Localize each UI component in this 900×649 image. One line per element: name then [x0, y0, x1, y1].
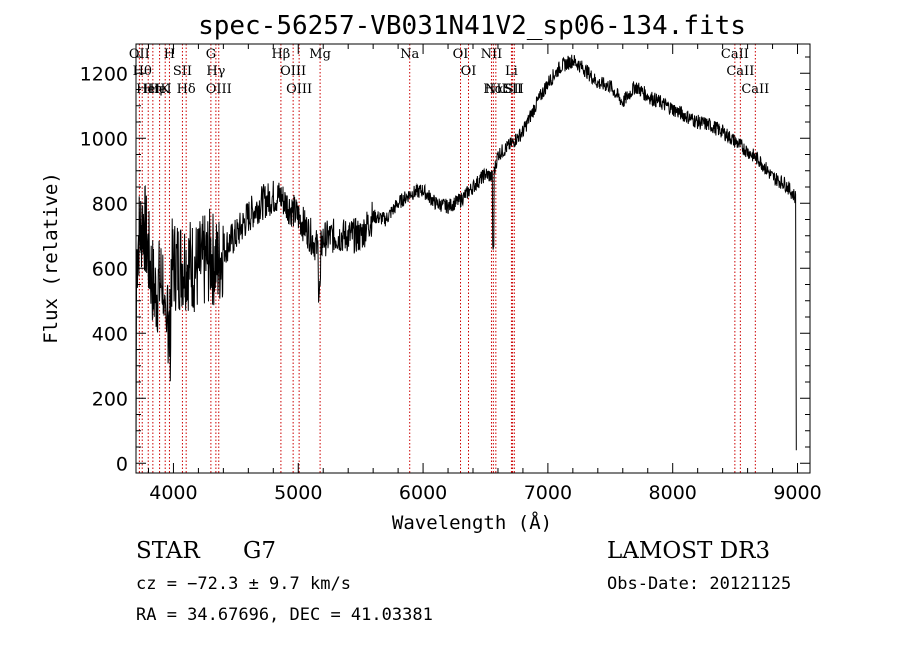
survey-name: LAMOST DR3: [607, 538, 770, 564]
x-tick-label: 7000: [524, 482, 572, 504]
line-marker-label: H: [164, 47, 175, 62]
line-marker-label: Hδ: [177, 82, 196, 97]
line-marker-label: SII: [503, 82, 522, 97]
line-marker-label: Hθ: [133, 64, 152, 79]
line-marker-label: OII: [129, 47, 150, 62]
redshift-velocity: cz = −72.3 ± 9.7 km/s: [136, 574, 351, 594]
x-tick-label: 9000: [773, 482, 821, 504]
x-tick-label: 6000: [399, 482, 447, 504]
line-marker-label: SII: [173, 64, 192, 79]
y-tick-label: 800: [92, 193, 128, 215]
x-tick-label: 5000: [274, 482, 322, 504]
spectrum-series-line: [135, 54, 797, 457]
coordinates: RA = 34.67696, DEC = 41.03381: [136, 605, 433, 625]
line-marker-label: SII: [505, 82, 524, 97]
y-axis-ticks: 0 200 400 600 800 1000 1200: [80, 56, 810, 475]
plot-frame: [135, 43, 811, 474]
line-marker-label: CaII: [721, 47, 749, 62]
line-marker-label: NII: [481, 47, 503, 62]
line-marker-label: OIII: [280, 64, 306, 79]
line-marker-label: NII: [485, 82, 507, 97]
line-marker-label: Li: [505, 64, 518, 79]
line-marker-label: Hα: [483, 82, 503, 97]
line-marker-label: G: [206, 47, 216, 62]
y-tick-label: 0: [116, 453, 128, 475]
emission-line-markers: [138, 44, 756, 473]
x-tick-label: 8000: [649, 482, 697, 504]
line-marker-label: Hγ: [206, 64, 225, 79]
line-marker-label: CaII: [741, 82, 769, 97]
line-marker-label: Hη: [143, 82, 162, 97]
y-tick-label: 600: [92, 258, 128, 280]
x-axis-ticks: 4000 5000 6000 7000 8000 9000: [147, 44, 822, 504]
line-marker-label: HeI: [148, 82, 172, 97]
y-axis-label: Flux (relative): [40, 172, 62, 344]
line-marker-label: K: [160, 82, 170, 97]
line-marker-label: Na: [400, 47, 419, 62]
line-marker-label: OI: [461, 64, 477, 79]
y-tick-label: 1200: [80, 63, 128, 85]
line-marker-label: Mg: [309, 47, 331, 62]
y-tick-label: 1000: [80, 128, 128, 150]
y-tick-label: 400: [92, 323, 128, 345]
line-marker-label: CaII: [726, 64, 754, 79]
line-marker-label: OI: [453, 47, 469, 62]
object-class: STAR: [136, 538, 200, 564]
line-marker-label: Hβ: [271, 47, 290, 62]
spectral-subclass: G7: [243, 538, 276, 564]
line-marker-label: OIII: [286, 82, 312, 97]
observation-date: Obs-Date: 20121125: [607, 574, 791, 594]
x-tick-label: 4000: [149, 482, 197, 504]
line-marker-label: HeI: [136, 82, 160, 97]
y-tick-label: 200: [92, 388, 128, 410]
chart-title: spec-56257-VB031N41V2_sp06-134.fits: [198, 11, 746, 41]
x-axis-label: Wavelength (Å): [392, 511, 552, 534]
line-marker-label: OIII: [206, 82, 232, 97]
